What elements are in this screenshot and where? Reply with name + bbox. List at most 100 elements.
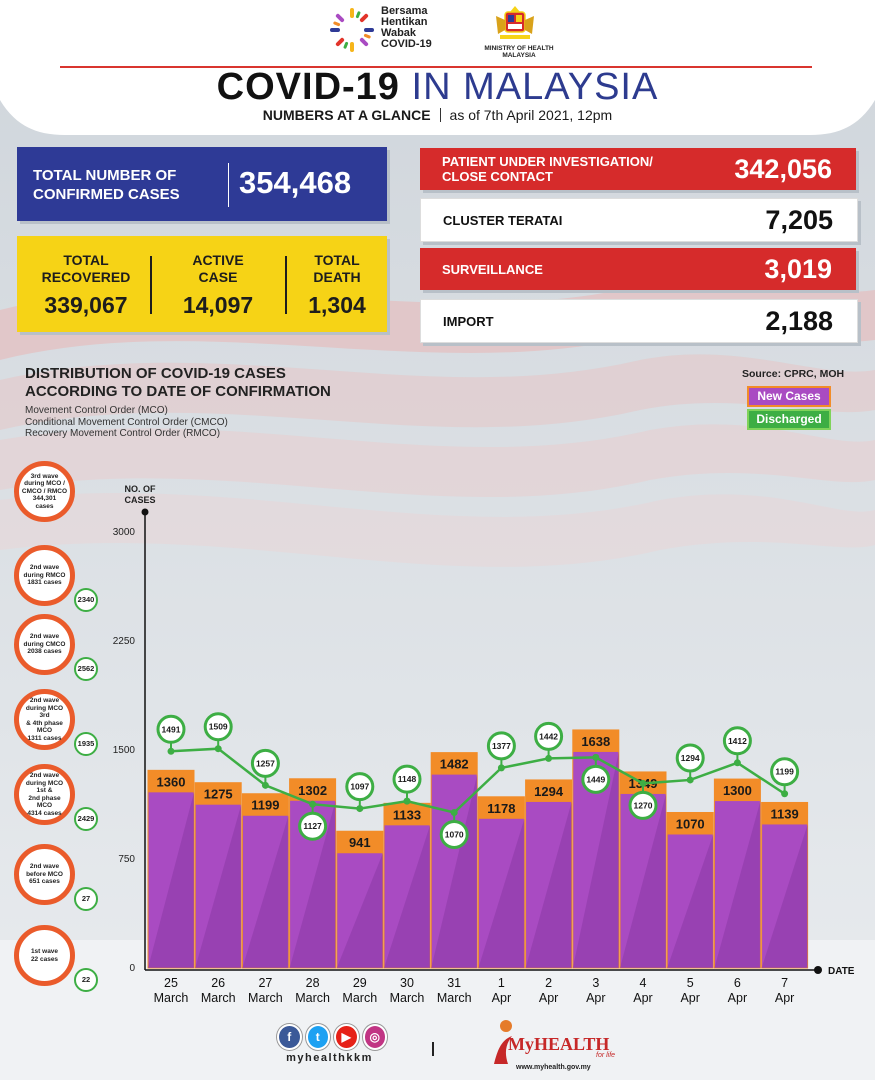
x-tick-label: Apr xyxy=(680,991,699,1005)
discharged-value-label: 1412 xyxy=(728,736,747,746)
bar-cap xyxy=(525,779,572,802)
recovered-stat: TOTAL RECOVERED 339,067 xyxy=(25,252,147,319)
discharged-marker xyxy=(345,772,375,802)
x-tick-label: Apr xyxy=(633,991,652,1005)
source-note: Source: CPRC, MOH xyxy=(742,368,845,380)
myhealth-tagline: for life xyxy=(596,1052,616,1059)
bar-value-label: 1178 xyxy=(487,801,515,816)
x-tick-label: 26 xyxy=(211,976,225,990)
wave-discharged-badge: 2429 xyxy=(74,807,98,831)
distribution-notes: Movement Control Order (MCO) Conditional … xyxy=(25,405,228,439)
wave-circle: 3rd wave during MCO / CMCO / RMCO 344,301 ca… xyxy=(14,461,75,522)
bar-cap xyxy=(667,812,714,835)
x-tick-label: 28 xyxy=(306,976,320,990)
active-value: 14,097 xyxy=(182,292,254,318)
wave-circle: 2nd wave during MCO 1st & 2nd phase MCO 431… xyxy=(14,764,75,825)
y-axis-cap xyxy=(141,508,149,516)
discharged-value-label: 1449 xyxy=(586,774,605,784)
discharged-marker xyxy=(298,811,328,841)
discharged-line xyxy=(170,747,786,814)
x-tick-label: Apr xyxy=(539,991,558,1005)
bar-shade xyxy=(620,793,666,968)
bar-cap xyxy=(289,778,336,801)
x-tick-label: 29 xyxy=(353,976,367,990)
x-tick-label: 25 xyxy=(164,976,178,990)
bar-shade xyxy=(384,825,430,968)
x-tick-label: 31 xyxy=(447,976,461,990)
bar-cap xyxy=(572,729,619,752)
bar-value-label: 1275 xyxy=(204,787,233,802)
bar-value-label: 1294 xyxy=(534,784,564,799)
discharged-marker xyxy=(156,714,186,744)
wave-circle: 2nd wave during MCO 3rd & 4th phase MCO 131… xyxy=(14,689,75,750)
page-subtitle: NUMBERS AT A GLANCE as of 7th April 2021,… xyxy=(262,107,613,123)
x-tick-label: March xyxy=(342,991,377,1005)
bar-value-label: 1199 xyxy=(251,798,279,813)
discharged-marker xyxy=(392,764,422,794)
discharged-value-label: 1442 xyxy=(539,731,558,741)
wave-circle: 2nd wave before MCO 651 cases xyxy=(14,844,75,905)
wave-discharged-badge: 22 xyxy=(74,968,98,992)
wave-circle: 2nd wave during RMCO 1831 cases xyxy=(14,545,75,606)
wave-discharged-badge: 27 xyxy=(74,887,98,911)
bar-cap xyxy=(478,796,525,819)
distribution-title: DISTRIBUTION OF COVID-19 CASES ACCORDING … xyxy=(25,365,331,400)
import-value: 2,188 xyxy=(765,306,833,336)
discharged-marker xyxy=(628,790,658,820)
discharged-marker xyxy=(439,819,469,849)
discharged-marker xyxy=(203,712,233,742)
total-confirmed-label: TOTAL NUMBER OF CONFIRMED CASES xyxy=(33,167,180,203)
death-value: 1,304 xyxy=(308,292,366,318)
bar-shade xyxy=(289,800,336,968)
bar-value-label: 1360 xyxy=(157,774,186,789)
bar-shade xyxy=(431,774,478,968)
x-tick-label: 5 xyxy=(687,976,694,990)
discharged-marker xyxy=(770,757,800,787)
x-tick-label: 27 xyxy=(258,976,272,990)
x-tick-label: Apr xyxy=(728,991,747,1005)
discharged-value-label: 1148 xyxy=(398,774,417,784)
pui-value: 342,056 xyxy=(734,154,832,184)
discharged-value-label: 1294 xyxy=(681,753,700,763)
active-stat: ACTIVE CASE 14,097 xyxy=(157,252,279,319)
bar-cap xyxy=(242,793,289,816)
bar-cap xyxy=(384,803,430,826)
discharged-marker xyxy=(534,721,564,751)
cluster-label: CLUSTER TERATAI xyxy=(443,213,563,228)
bar-shade xyxy=(714,801,761,968)
x-tick-label: March xyxy=(437,991,472,1005)
pui-label: PATIENT UNDER INVESTIGATION/CLOSE CONTAC… xyxy=(442,154,653,184)
discharged-value-label: 1377 xyxy=(492,741,511,751)
discharged-marker xyxy=(486,731,516,761)
discharged-value-label: 1097 xyxy=(350,782,369,792)
total-confirmed-card: TOTAL NUMBER OF CONFIRMED CASES 354,468 xyxy=(17,147,387,221)
total-confirmed-value: 354,468 xyxy=(239,165,352,200)
wave-circle: 1st wave 22 cases xyxy=(14,925,75,986)
bar-shade xyxy=(242,815,289,968)
page-title: COVID-19 IN MALAYSIA xyxy=(216,66,659,108)
instagram-icon[interactable]: ◎ xyxy=(362,1024,387,1050)
twitter-icon[interactable]: t xyxy=(305,1024,330,1050)
social-links: f t ▶ ◎ xyxy=(277,1024,387,1050)
y-tick-label: 3000 xyxy=(113,527,136,538)
x-tick-label: Apr xyxy=(586,991,605,1005)
bar-cap xyxy=(195,782,242,805)
facebook-icon[interactable]: f xyxy=(277,1024,302,1050)
x-tick-label: 2 xyxy=(545,976,552,990)
bar-shade xyxy=(525,801,572,968)
youtube-icon[interactable]: ▶ xyxy=(334,1024,359,1050)
x-tick-label: 4 xyxy=(640,976,647,990)
bar-shade xyxy=(572,751,619,968)
ministry-label: MINISTRY OF HEALTH MALAYSIA xyxy=(484,45,554,59)
myhealth-figure-icon xyxy=(494,1020,512,1064)
legend-new-cases: New Cases xyxy=(747,386,831,407)
discharged-value-label: 1509 xyxy=(209,722,228,732)
bar-shade xyxy=(667,834,714,968)
y-axis-label: NO. OF xyxy=(125,484,157,494)
x-axis-label: DATE xyxy=(828,966,855,977)
death-stat: TOTAL DEATH 1,304 xyxy=(291,252,383,319)
footer xyxy=(0,1020,875,1080)
cluster-card: CLUSTER TERATAI 7,205 xyxy=(420,198,858,242)
y-tick-label: 2250 xyxy=(113,636,136,647)
